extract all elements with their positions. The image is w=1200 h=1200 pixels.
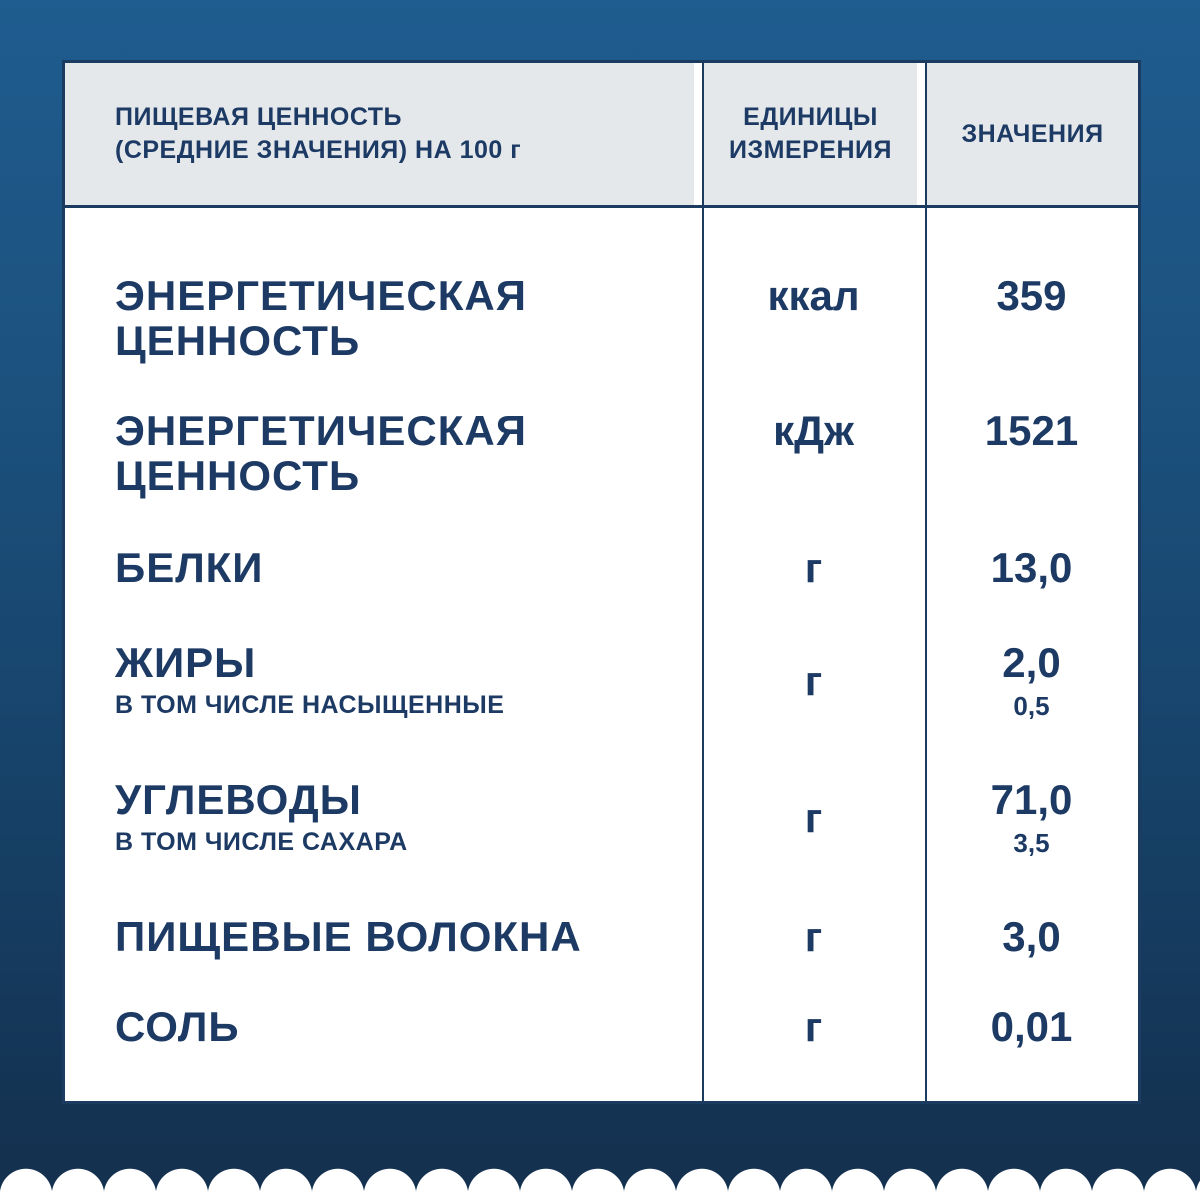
table-row-salt: СОЛЬ г 0,01 <box>65 1004 1138 1049</box>
row-unit: г <box>804 544 823 591</box>
row-value: 71,0 <box>990 776 1073 823</box>
row-unit: г <box>804 913 823 960</box>
row-label: СОЛЬ <box>115 1003 240 1050</box>
table-row-proteins: БЕЛКИ г 13,0 <box>65 545 1138 590</box>
table-row-energy-kj: ЭНЕРГЕТИЧЕСКАЯ ЦЕННОСТЬ кДж 1521 <box>65 408 1138 498</box>
row-label: ЖИРЫ <box>115 639 257 686</box>
table-body: ЭНЕРГЕТИЧЕСКАЯ ЦЕННОСТЬ ккал 359 ЭНЕРГЕТ… <box>65 208 1138 1049</box>
table-header-row: ПИЩЕВАЯ ЦЕННОСТЬ (СРЕДНИЕ ЗНАЧЕНИЯ) НА 1… <box>65 63 1138 208</box>
table-row-energy-kcal: ЭНЕРГЕТИЧЕСКАЯ ЦЕННОСТЬ ккал 359 <box>65 273 1138 363</box>
header-nutrition-line1: ПИЩЕВАЯ ЦЕННОСТЬ <box>115 103 403 131</box>
row-unit: г <box>804 794 823 841</box>
table-row-dietary-fiber: ПИЩЕВЫЕ ВОЛОКНА г 3,0 <box>65 914 1138 959</box>
row-value: 359 <box>996 272 1067 319</box>
row-unit: ккал <box>767 272 860 319</box>
row-value: 0,01 <box>990 1003 1073 1050</box>
header-values-label: ЗНАЧЕНИЯ <box>961 119 1104 148</box>
row-subvalue: 3,5 <box>1013 828 1050 858</box>
row-value: 1521 <box>984 407 1079 454</box>
row-label: ПИЩЕВЫЕ ВОЛОКНА <box>115 913 582 960</box>
row-sublabel: В ТОМ ЧИСЛЕ САХАРА <box>115 828 408 856</box>
header-units-line2: ИЗМЕРЕНИЯ <box>729 136 892 164</box>
column-divider-1 <box>702 63 704 1101</box>
header-nutrition-line2: (СРЕДНИЕ ЗНАЧЕНИЯ) НА 100 г <box>115 136 522 164</box>
row-value: 13,0 <box>990 544 1073 591</box>
header-units-line1: ЕДИНИЦЫ <box>743 103 878 131</box>
header-nutrition-cell: ПИЩЕВАЯ ЦЕННОСТЬ (СРЕДНИЕ ЗНАЧЕНИЯ) НА 1… <box>65 63 694 205</box>
row-label: ЭНЕРГЕТИЧЕСКАЯ ЦЕННОСТЬ <box>115 272 527 364</box>
row-value: 3,0 <box>1002 913 1061 960</box>
row-value: 2,0 <box>1002 639 1061 686</box>
row-label: БЕЛКИ <box>115 544 264 591</box>
row-subvalue: 0,5 <box>1013 691 1050 721</box>
scalloped-wave-edge <box>0 1166 1200 1195</box>
row-unit: г <box>804 1003 823 1050</box>
row-unit: кДж <box>773 407 854 454</box>
row-sublabel: В ТОМ ЧИСЛЕ НАСЫЩЕННЫЕ <box>115 691 505 719</box>
table-row-fats: ЖИРЫ В ТОМ ЧИСЛЕ НАСЫЩЕННЫЕ г 2,0 0,5 <box>65 640 1138 721</box>
nutrition-table: ПИЩЕВАЯ ЦЕННОСТЬ (СРЕДНИЕ ЗНАЧЕНИЯ) НА 1… <box>62 60 1141 1104</box>
row-label: УГЛЕВОДЫ <box>115 776 362 823</box>
column-divider-2 <box>925 63 927 1101</box>
header-values-cell: ЗНАЧЕНИЯ <box>927 63 1138 205</box>
table-row-carbohydrates: УГЛЕВОДЫ В ТОМ ЧИСЛЕ САХАРА г 71,0 3,5 <box>65 777 1138 858</box>
row-label: ЭНЕРГЕТИЧЕСКАЯ ЦЕННОСТЬ <box>115 407 527 499</box>
header-units-cell: ЕДИНИЦЫ ИЗМЕРЕНИЯ <box>704 63 917 205</box>
row-unit: г <box>804 657 823 704</box>
